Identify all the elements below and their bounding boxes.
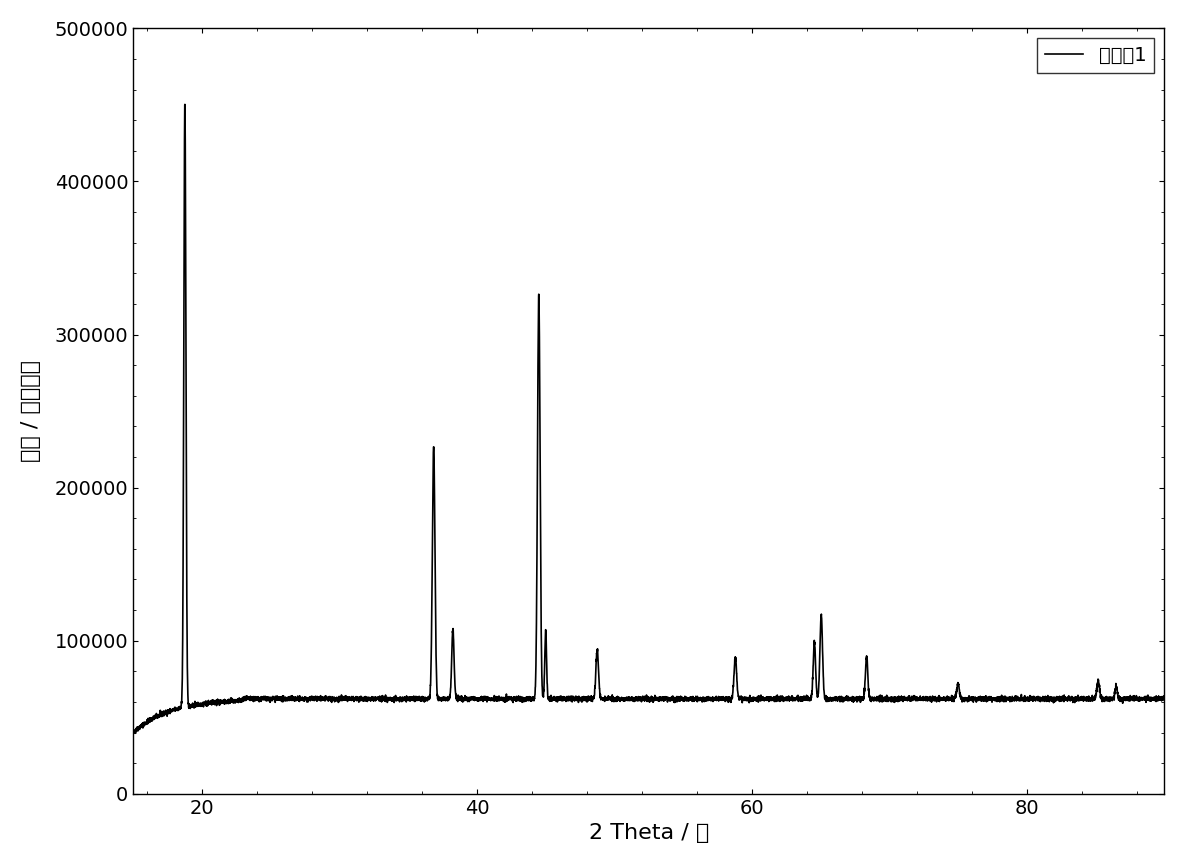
实施例1 bbox=[178, 99, 192, 110]
X-axis label: 2 Theta / 度: 2 Theta / 度 bbox=[589, 823, 709, 843]
Line: 实施例1: 实施例1 bbox=[134, 105, 1164, 734]
实施例1 bbox=[500, 694, 514, 704]
Y-axis label: 强度 / 信号计数: 强度 / 信号计数 bbox=[21, 360, 40, 462]
实施例1 bbox=[781, 692, 795, 702]
Legend: 实施例1: 实施例1 bbox=[1037, 38, 1154, 73]
实施例1 bbox=[178, 168, 192, 178]
实施例1 bbox=[946, 696, 960, 706]
实施例1 bbox=[891, 694, 905, 704]
实施例1 bbox=[128, 728, 142, 739]
实施例1 bbox=[127, 727, 141, 737]
实施例1 bbox=[1157, 691, 1171, 702]
实施例1 bbox=[736, 692, 750, 702]
